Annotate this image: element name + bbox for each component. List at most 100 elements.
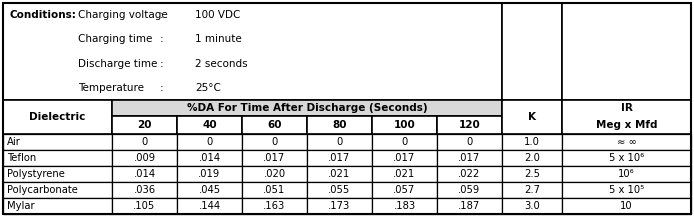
- Bar: [372, 150, 437, 166]
- Bar: [502, 198, 562, 214]
- Text: 40: 40: [202, 120, 217, 130]
- Text: 100: 100: [393, 120, 416, 130]
- Bar: [437, 134, 502, 150]
- Bar: [112, 166, 177, 182]
- Text: IR: IR: [620, 103, 632, 113]
- Bar: [112, 134, 177, 150]
- Bar: [112, 150, 177, 166]
- Bar: [307, 166, 372, 182]
- Text: 0: 0: [466, 137, 473, 147]
- Text: 10: 10: [620, 201, 633, 211]
- Text: 0: 0: [142, 137, 148, 147]
- Text: 1.0: 1.0: [524, 137, 540, 147]
- Bar: [562, 182, 691, 198]
- Bar: [177, 134, 242, 150]
- Text: 80: 80: [332, 120, 347, 130]
- Text: K: K: [528, 112, 536, 122]
- Text: .021: .021: [328, 169, 350, 179]
- Text: Mylar: Mylar: [7, 201, 35, 211]
- Text: 0: 0: [271, 137, 278, 147]
- Text: .019: .019: [198, 169, 221, 179]
- Bar: [437, 166, 502, 182]
- Bar: [562, 3, 691, 100]
- Text: .183: .183: [393, 201, 416, 211]
- Text: .009: .009: [133, 153, 155, 163]
- Bar: [562, 100, 691, 134]
- Bar: [177, 198, 242, 214]
- Text: 0: 0: [206, 137, 212, 147]
- Text: .036: .036: [133, 185, 155, 195]
- Text: Polycarbonate: Polycarbonate: [7, 185, 78, 195]
- Text: .051: .051: [264, 185, 286, 195]
- Bar: [372, 198, 437, 214]
- Text: 100 VDC: 100 VDC: [195, 10, 240, 20]
- Bar: [242, 150, 307, 166]
- Text: .017: .017: [264, 153, 286, 163]
- Text: 2.0: 2.0: [524, 153, 540, 163]
- Text: .187: .187: [458, 201, 481, 211]
- Bar: [177, 182, 242, 198]
- Bar: [562, 198, 691, 214]
- Bar: [502, 3, 562, 100]
- Text: .144: .144: [198, 201, 221, 211]
- Bar: [3, 182, 112, 198]
- Text: .163: .163: [264, 201, 286, 211]
- Bar: [242, 198, 307, 214]
- Bar: [437, 150, 502, 166]
- Bar: [372, 116, 437, 134]
- Bar: [307, 198, 372, 214]
- Text: .020: .020: [264, 169, 285, 179]
- Text: 10⁶: 10⁶: [618, 169, 635, 179]
- Text: 2.7: 2.7: [524, 185, 540, 195]
- Text: Charging voltage: Charging voltage: [78, 10, 168, 20]
- Text: :: :: [160, 59, 164, 69]
- Bar: [3, 150, 112, 166]
- Bar: [562, 150, 691, 166]
- Bar: [437, 116, 502, 134]
- Bar: [3, 134, 112, 150]
- Bar: [437, 182, 502, 198]
- Text: .055: .055: [328, 185, 350, 195]
- Bar: [502, 182, 562, 198]
- Bar: [242, 166, 307, 182]
- Text: 20: 20: [137, 120, 152, 130]
- Text: Polystyrene: Polystyrene: [7, 169, 65, 179]
- Text: Air: Air: [7, 137, 21, 147]
- Bar: [112, 182, 177, 198]
- Text: 5 x 10⁵: 5 x 10⁵: [609, 185, 644, 195]
- Text: :: :: [160, 10, 164, 20]
- Bar: [3, 198, 112, 214]
- Text: .021: .021: [393, 169, 416, 179]
- Text: .022: .022: [458, 169, 481, 179]
- Text: Teflon: Teflon: [7, 153, 36, 163]
- Bar: [307, 134, 372, 150]
- Bar: [502, 166, 562, 182]
- Bar: [3, 3, 502, 100]
- Text: .014: .014: [133, 169, 155, 179]
- Bar: [372, 182, 437, 198]
- Text: 0: 0: [401, 137, 407, 147]
- Bar: [307, 116, 372, 134]
- Text: Conditions:: Conditions:: [10, 10, 77, 20]
- Bar: [242, 134, 307, 150]
- Bar: [242, 182, 307, 198]
- Text: .017: .017: [328, 153, 350, 163]
- Bar: [177, 116, 242, 134]
- Text: 120: 120: [459, 120, 480, 130]
- Bar: [112, 198, 177, 214]
- Text: .059: .059: [458, 185, 481, 195]
- Text: Dielectric: Dielectric: [29, 112, 85, 122]
- Text: 5 x 10⁶: 5 x 10⁶: [609, 153, 644, 163]
- Text: .014: .014: [198, 153, 221, 163]
- Bar: [112, 100, 502, 116]
- Bar: [242, 116, 307, 134]
- Text: %DA For Time After Discharge (Seconds): %DA For Time After Discharge (Seconds): [187, 103, 428, 113]
- Bar: [3, 166, 112, 182]
- Text: 3.0: 3.0: [524, 201, 540, 211]
- Bar: [372, 166, 437, 182]
- Text: ≈ ∞: ≈ ∞: [616, 137, 636, 147]
- Bar: [177, 150, 242, 166]
- Text: 2.5: 2.5: [524, 169, 540, 179]
- Text: 1 minute: 1 minute: [195, 34, 242, 44]
- Text: .057: .057: [393, 185, 416, 195]
